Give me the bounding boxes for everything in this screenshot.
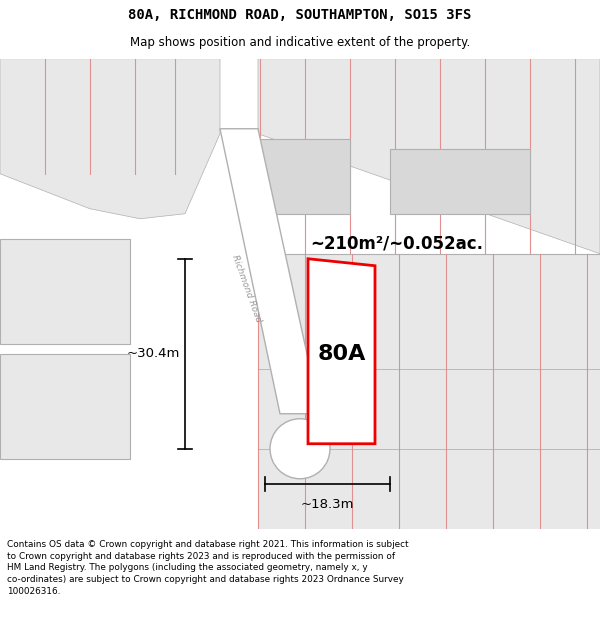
Polygon shape <box>258 369 600 449</box>
Polygon shape <box>260 139 350 214</box>
Text: 80A, RICHMOND ROAD, SOUTHAMPTON, SO15 3FS: 80A, RICHMOND ROAD, SOUTHAMPTON, SO15 3F… <box>128 8 472 22</box>
Text: ~18.3m: ~18.3m <box>301 498 354 511</box>
Polygon shape <box>258 449 600 529</box>
Circle shape <box>270 419 330 479</box>
Text: Richmond Road: Richmond Road <box>230 254 263 324</box>
Polygon shape <box>0 59 220 219</box>
Text: ~210m²/~0.052ac.: ~210m²/~0.052ac. <box>310 235 483 252</box>
Polygon shape <box>0 354 130 459</box>
Polygon shape <box>258 59 600 254</box>
Text: Map shows position and indicative extent of the property.: Map shows position and indicative extent… <box>130 36 470 49</box>
Polygon shape <box>390 149 530 214</box>
Text: ~30.4m: ~30.4m <box>127 348 180 360</box>
Polygon shape <box>258 254 600 369</box>
Text: Contains OS data © Crown copyright and database right 2021. This information is : Contains OS data © Crown copyright and d… <box>7 540 409 596</box>
Polygon shape <box>0 239 130 344</box>
Polygon shape <box>220 129 320 414</box>
Text: 80A: 80A <box>318 344 366 364</box>
Polygon shape <box>308 259 375 444</box>
